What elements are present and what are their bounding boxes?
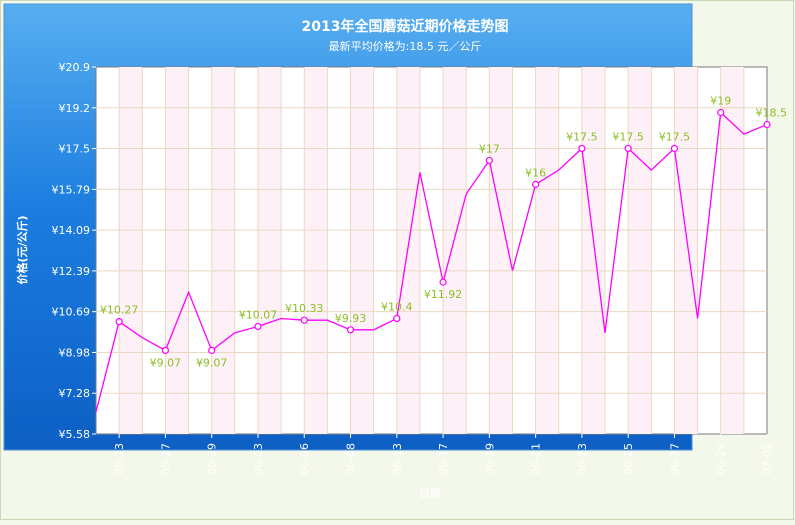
y-axis-label: 价格(元/公斤) (15, 215, 29, 284)
grid-band (211, 67, 235, 434)
grid-band (443, 67, 467, 434)
series-layer: ¥10.27 ¥9.07 ¥9.07 ¥10.07 ¥10.33 ¥9.93 ¥10.4 ¥1… (95, 95, 788, 413)
data-label: ¥17.5 (566, 130, 598, 143)
data-label: ¥10.27 (100, 304, 139, 317)
data-label: ¥9.93 (335, 312, 367, 325)
plot-area (95, 66, 768, 435)
grid-band (165, 67, 189, 434)
y-tick-label: ¥19.2 (59, 102, 91, 115)
x-tick-label: 06-29 (715, 443, 728, 475)
data-label: ¥10.4 (381, 301, 413, 314)
grid-band (350, 67, 374, 434)
data-label: ¥18.5 (756, 106, 788, 119)
grid-band (304, 67, 328, 434)
x-tick-label: 05-27 (159, 443, 172, 475)
grid-band (257, 67, 282, 434)
grid-band (628, 67, 652, 434)
data-label: ¥19 (710, 95, 731, 108)
data-label: ¥17 (479, 142, 500, 155)
data-point-marker (254, 322, 262, 331)
data-point-marker (485, 156, 493, 165)
grid-band (581, 67, 606, 434)
y-axis: ¥20.9 ¥19.2 ¥17.5 ¥15.79 ¥14.09 ¥12.39 ¥10.69 ¥… (52, 61, 96, 441)
data-point-marker (300, 316, 308, 324)
x-tick-label: 06-25 (622, 443, 635, 475)
x-tick-label: 05-29 (206, 443, 219, 475)
grid-layer (96, 67, 767, 434)
data-label: ¥17.5 (659, 130, 691, 143)
data-point-marker (717, 108, 725, 117)
x-tick-label: 06-23 (576, 443, 589, 475)
y-tick-label: ¥20.9 (59, 61, 91, 74)
x-tick-label: 05-23 (113, 443, 126, 475)
data-point-marker (208, 346, 216, 354)
y-tick-label: ¥14.09 (52, 224, 91, 237)
grid-band (720, 67, 744, 434)
y-tick-label: ¥15.79 (52, 183, 91, 196)
y-tick-label: ¥7.28 (59, 387, 91, 400)
grid-band (489, 67, 513, 434)
x-tick-label: 07-01 (761, 443, 774, 475)
data-point-marker (532, 180, 540, 188)
chart-title: 2013年全国蘑菇近期价格走势图 (302, 18, 509, 35)
data-point-marker (624, 144, 632, 153)
data-point-marker (393, 314, 401, 323)
data-point-marker (161, 346, 170, 354)
data-label: ¥10.07 (239, 308, 278, 321)
y-tick-label: ¥12.39 (52, 265, 91, 278)
data-point-marker (670, 144, 679, 153)
y-tick-label: ¥17.5 (59, 143, 91, 156)
data-label: ¥9.07 (150, 356, 182, 369)
data-label: ¥10.33 (285, 302, 324, 315)
data-point-marker (115, 318, 123, 326)
data-point-marker (346, 326, 355, 334)
data-label: ¥16 (525, 166, 546, 179)
x-tick-label: 06-27 (668, 443, 681, 475)
data-point-marker (763, 120, 771, 129)
grid-band (396, 67, 420, 434)
x-tick-label: 06-13 (391, 443, 404, 475)
x-tick-label: 06-06 (298, 443, 311, 475)
y-tick-label: ¥10.69 (52, 306, 91, 319)
x-tick-label: 06-19 (483, 443, 496, 475)
x-tick-label: 06-03 (252, 443, 265, 475)
data-point-marker (439, 278, 447, 286)
grid-band (674, 67, 698, 434)
y-tick-label: ¥8.98 (59, 346, 91, 359)
series-line (95, 111, 768, 413)
x-axis-label: 日期 (419, 487, 441, 500)
grid-band (119, 67, 143, 434)
x-tick-label: 06-17 (437, 443, 450, 475)
x-axis: 05-23 05-27 05-29 06-03 06-06 06-08 06-13 06-17… (113, 434, 774, 475)
y-tick-label: ¥5.58 (59, 428, 91, 441)
data-label: ¥17.5 (612, 130, 644, 143)
grid-band (535, 67, 559, 434)
chart-subtitle: 最新平均价格为:18.5 元／公斤 (329, 39, 482, 53)
x-tick-label: 06-21 (530, 443, 543, 475)
data-label: ¥9.07 (196, 356, 228, 369)
x-tick-label: 06-08 (345, 443, 358, 475)
data-point-marker (578, 144, 586, 153)
data-label: ¥11.92 (424, 288, 463, 301)
